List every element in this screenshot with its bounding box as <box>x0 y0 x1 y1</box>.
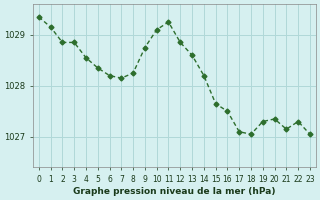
X-axis label: Graphe pression niveau de la mer (hPa): Graphe pression niveau de la mer (hPa) <box>73 187 276 196</box>
